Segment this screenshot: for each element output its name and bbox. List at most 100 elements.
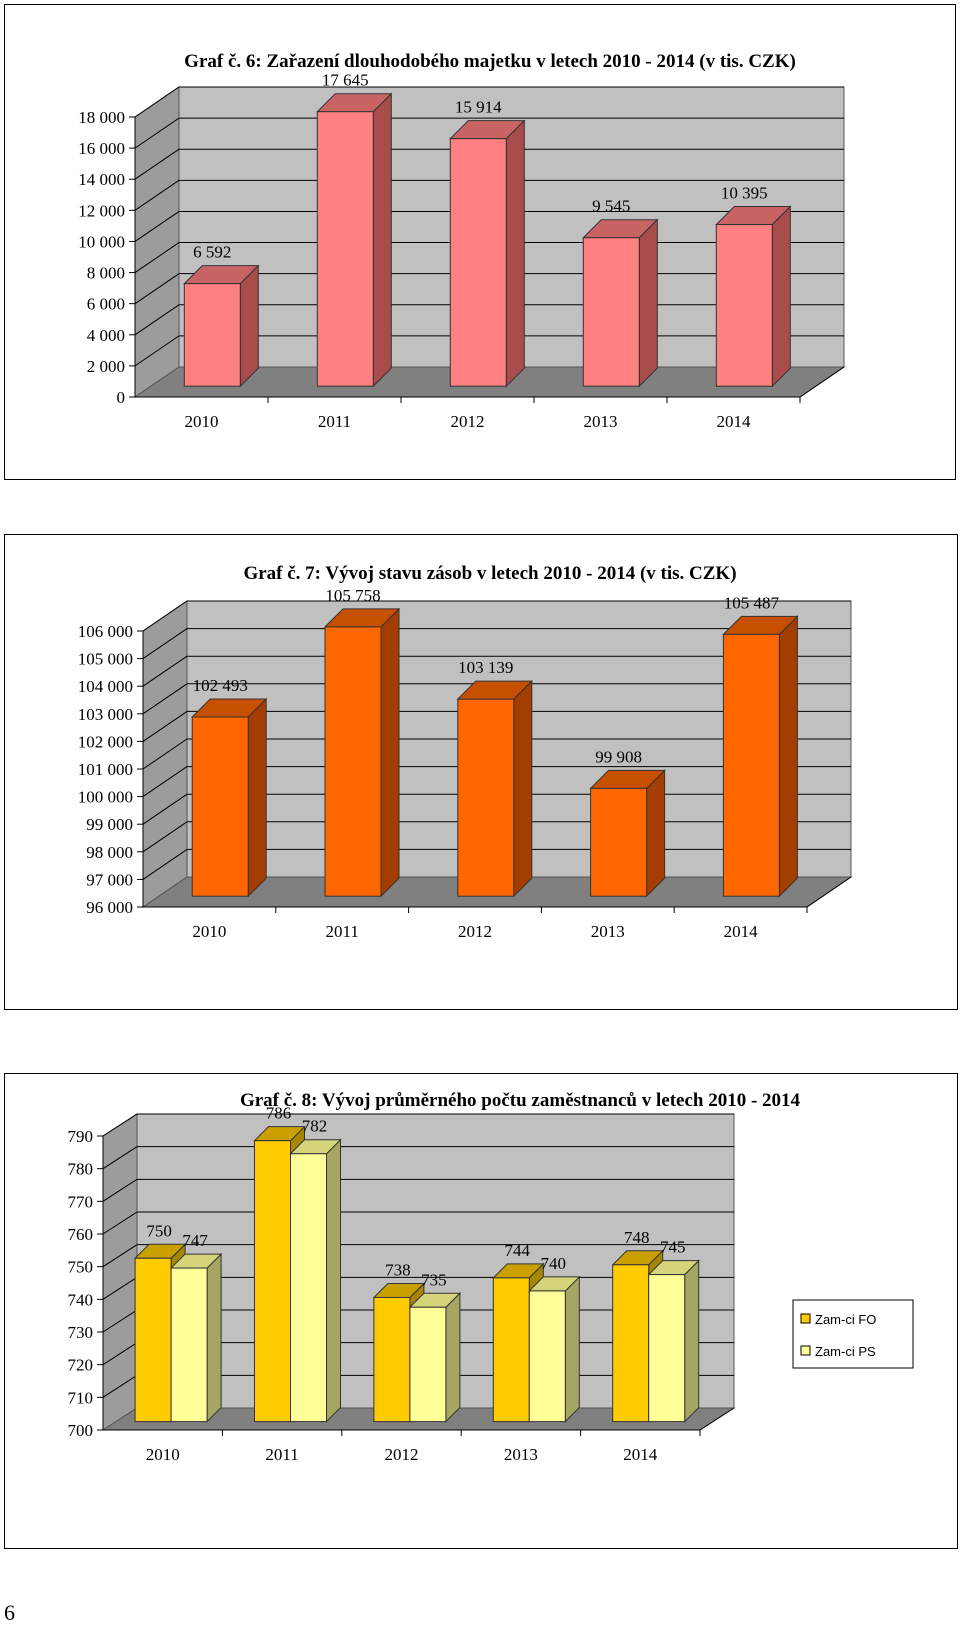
- y-tick-label: 100 000: [78, 788, 133, 807]
- y-tick-label: 8 000: [87, 264, 125, 283]
- y-tick-label: 760: [68, 1225, 94, 1244]
- y-tick-label: 2 000: [87, 357, 125, 376]
- data-label: 786: [266, 1104, 292, 1123]
- x-category-label: 2010: [192, 922, 226, 941]
- gridline-side: [102, 1244, 138, 1268]
- gridline-side: [142, 766, 188, 798]
- bar: [715, 224, 773, 387]
- bar: [648, 1274, 686, 1423]
- bar-side: [564, 1275, 580, 1423]
- bar-side: [778, 615, 798, 898]
- gridline-side: [102, 1113, 138, 1137]
- bar: [457, 698, 515, 897]
- chart-pocet-zamestnancu: Graf č. 8: Vývoj průměrného počtu zaměst…: [4, 1073, 958, 1549]
- bar-side: [646, 769, 666, 898]
- y-tick-label: 101 000: [78, 760, 133, 779]
- x-category-label: 2013: [584, 412, 618, 431]
- gridline-side: [102, 1342, 138, 1366]
- x-category-label: 2011: [265, 1445, 298, 1464]
- y-tick-label: 18 000: [78, 108, 125, 127]
- gridline-side: [142, 821, 188, 853]
- x-category-label: 2014: [724, 922, 759, 941]
- y-tick-label: 96 000: [86, 898, 133, 917]
- y-tick-label: 106 000: [78, 622, 133, 641]
- gridline-side: [142, 710, 188, 742]
- x-category-label: 2012: [458, 922, 492, 941]
- y-tick-label: 10 000: [78, 232, 125, 251]
- bar: [191, 716, 249, 897]
- data-label: 6 592: [193, 243, 231, 262]
- x-category-label: 2012: [451, 412, 485, 431]
- bar: [582, 237, 640, 387]
- chart-8-svg: Graf č. 8: Vývoj průměrného počtu zaměst…: [68, 1090, 914, 1464]
- bar-side: [505, 119, 525, 388]
- bar-side: [684, 1259, 700, 1423]
- bar-side: [380, 607, 400, 898]
- bar: [722, 633, 780, 897]
- legend-swatch: [800, 1313, 811, 1324]
- data-label: 735: [421, 1270, 447, 1289]
- data-label: 99 908: [595, 747, 642, 766]
- bar: [612, 1264, 650, 1423]
- data-label: 745: [660, 1238, 686, 1257]
- x-category-label: 2010: [146, 1445, 180, 1464]
- y-tick-label: 97 000: [86, 870, 133, 889]
- y-tick-label: 700: [68, 1421, 94, 1440]
- gridline-side: [134, 211, 180, 242]
- bar: [183, 283, 241, 387]
- y-tick-label: 740: [68, 1290, 94, 1309]
- gridline-side: [142, 628, 188, 660]
- gridline-side: [102, 1374, 138, 1398]
- y-tick-label: 103 000: [78, 705, 133, 724]
- data-label: 103 139: [458, 658, 513, 677]
- gridline-side: [142, 738, 188, 770]
- data-label: 15 914: [455, 98, 502, 117]
- y-tick-label: 16 000: [78, 139, 125, 158]
- data-label: 105 487: [724, 593, 780, 612]
- x-category-label: 2011: [326, 922, 359, 941]
- chart-7-svg: Graf č. 7: Vývoj stavu zásob v letech 20…: [78, 563, 853, 941]
- bar: [590, 787, 648, 897]
- bar: [449, 138, 507, 387]
- y-tick-label: 6 000: [87, 295, 125, 314]
- legend-label: Zam-ci PS: [815, 1344, 876, 1359]
- gridline-side: [102, 1276, 138, 1300]
- bar: [254, 1140, 291, 1423]
- bar: [373, 1296, 411, 1423]
- y-tick-label: 12 000: [78, 201, 125, 220]
- y-tick-label: 105 000: [78, 650, 133, 669]
- x-axis-end: [806, 876, 852, 908]
- gridline-side: [142, 600, 188, 632]
- data-label: 105 758: [325, 586, 380, 605]
- data-label: 102 493: [193, 676, 248, 695]
- gridline-side: [134, 242, 180, 273]
- data-label: 738: [385, 1260, 411, 1279]
- y-tick-label: 730: [68, 1323, 94, 1342]
- bar: [324, 626, 382, 897]
- gridline-side: [134, 148, 180, 180]
- data-label: 748: [624, 1228, 650, 1247]
- page-number: 6: [4, 1600, 15, 1625]
- chart-stav-zasob: Graf č. 7: Vývoj stavu zásob v letech 20…: [4, 534, 958, 1010]
- bar-side: [247, 697, 267, 898]
- bar-side: [445, 1292, 461, 1423]
- y-tick-label: 0: [117, 388, 126, 407]
- bar-side: [239, 264, 259, 388]
- x-category-label: 2013: [591, 922, 625, 941]
- x-axis-end: [699, 1407, 735, 1431]
- bar: [170, 1267, 208, 1423]
- x-category-label: 2011: [318, 412, 351, 431]
- bar: [290, 1153, 327, 1423]
- bar: [492, 1277, 530, 1423]
- data-label: 740: [541, 1254, 567, 1273]
- data-label: 744: [505, 1241, 531, 1260]
- chart-title: Graf č. 7: Vývoj stavu zásob v letech 20…: [243, 563, 736, 584]
- chart-dlouhodoby-majetek: Graf č. 6: Zařazení dlouhodobého majetku…: [4, 4, 956, 480]
- gridline-side: [134, 273, 180, 305]
- y-tick-label: 104 000: [78, 677, 133, 696]
- bar-side: [638, 218, 658, 388]
- x-category-label: 2012: [385, 1445, 419, 1464]
- y-tick-label: 99 000: [86, 815, 133, 834]
- data-label: 750: [146, 1221, 172, 1240]
- gridline-side: [102, 1309, 138, 1333]
